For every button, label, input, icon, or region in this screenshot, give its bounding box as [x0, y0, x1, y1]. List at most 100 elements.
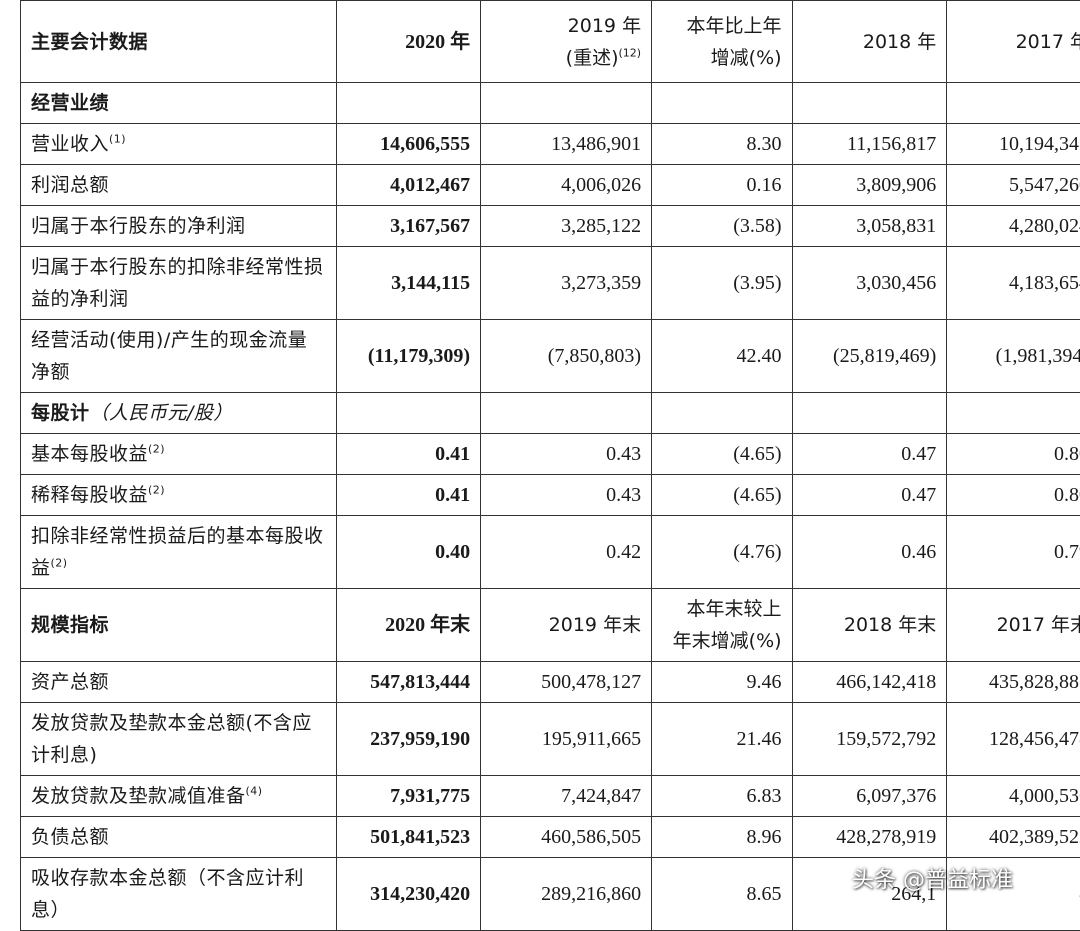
header-2019: 2019 年 (重述)(12)	[481, 1, 652, 83]
value-2020-text: (11,179,309)	[368, 345, 470, 367]
value-2017: 0.80	[947, 434, 1080, 475]
row-label-text: 吸收存款本金总额（不含应计利息）	[31, 867, 304, 921]
value-2017: 435,828,887	[947, 662, 1080, 703]
value-2017-text: 4,000,536	[1009, 785, 1080, 807]
value-2017-text: 0.80	[1054, 443, 1080, 465]
value-2018-text: 0.47	[901, 484, 936, 506]
header-2019-year: 2019 年	[491, 10, 641, 42]
row-label-text: 归属于本行股东的扣除非经常性损益的净利润	[31, 256, 324, 310]
value-2019: 0.43	[481, 434, 652, 475]
value-2017: 10,194,343	[947, 124, 1080, 165]
header-change: 本年比上年 增减(%)	[652, 1, 792, 83]
value-change: 21.46	[652, 703, 792, 776]
row-label-text: 发放贷款及垫款本金总额(不含应计利息)	[31, 712, 312, 766]
value-2018: 3,058,831	[792, 206, 947, 247]
value-change-text: (3.58)	[733, 215, 781, 237]
section-ops-row: 经营业绩	[21, 83, 1080, 124]
value-2018: (25,819,469)	[792, 320, 947, 393]
value-2019-text: 13,486,901	[551, 133, 641, 155]
value-change-text: 21.46	[737, 728, 782, 750]
row-label: 发放贷款及垫款本金总额(不含应计利息)	[21, 703, 337, 776]
table-row: 基本每股收益(2)0.410.43(4.65)0.470.80	[21, 434, 1080, 475]
value-2017-text: 10,194,343	[999, 133, 1080, 155]
value-2019: 3,285,122	[481, 206, 652, 247]
value-2017-text: 4,183,654	[1009, 272, 1080, 294]
value-2019-text: (7,850,803)	[548, 345, 641, 367]
value-2020-text: 3,144,115	[391, 272, 470, 294]
value-2017: 402,389,522	[947, 817, 1080, 858]
value-2020: 3,167,567	[336, 206, 481, 247]
scale-header-label: 规模指标	[21, 589, 337, 662]
row-label: 吸收存款本金总额（不含应计利息）	[21, 858, 337, 931]
value-2020: 0.41	[336, 475, 481, 516]
header-2018: 2018 年	[792, 1, 947, 83]
value-2020-text: 547,813,444	[370, 671, 470, 693]
section-eps-title: 每股计（人民币元/股）	[21, 393, 337, 434]
watermark: 头条 @普益标准	[852, 862, 1013, 894]
scale-header-change: 本年末较上 年末增减(%)	[652, 589, 792, 662]
section-eps-label: 每股计	[31, 402, 90, 424]
row-label: 稀释每股收益(2)	[21, 475, 337, 516]
row-label-text: 营业收入	[31, 133, 109, 155]
table-row: 归属于本行股东的扣除非经常性损益的净利润 3,144,115 3,273,359 (3…	[21, 247, 1080, 320]
value-change-text: 6.83	[747, 785, 782, 807]
value-2019-text: 289,216,860	[541, 883, 641, 905]
value-change: 42.40	[652, 320, 792, 393]
row-label: 经营活动(使用)/产生的现金流量净额	[21, 320, 337, 393]
value-2018-text: 0.47	[901, 443, 936, 465]
value-2019: 0.43	[481, 475, 652, 516]
value-change: 8.30	[652, 124, 792, 165]
row-label: 利润总额	[21, 165, 337, 206]
value-2017: 128,456,478	[947, 703, 1080, 776]
footnote-ref: (2)	[148, 443, 165, 456]
value-2017-text: 0.80	[1054, 484, 1080, 506]
value-change: (3.95)	[652, 247, 792, 320]
section-eps-row: 每股计（人民币元/股）	[21, 393, 1080, 434]
value-change: 8.65	[652, 858, 792, 931]
value-2017: (1,981,394)	[947, 320, 1080, 393]
value-change: 9.46	[652, 662, 792, 703]
scale-header-2017: 2017 年末	[947, 589, 1080, 662]
value-2017: 4,000,536	[947, 776, 1080, 817]
row-label: 资产总额	[21, 662, 337, 703]
value-2020: 547,813,444	[336, 662, 481, 703]
value-2019-text: 460,586,505	[541, 826, 641, 848]
value-2019-text: 0.43	[606, 484, 641, 506]
value-2019-text: 0.42	[606, 541, 641, 563]
value-2020-text: 0.40	[435, 541, 470, 563]
header-row: 主要会计数据 2020 年 2019 年 (重述)(12) 本年比上年 增减(%…	[21, 1, 1080, 83]
value-2020: 0.40	[336, 516, 481, 589]
value-change: 6.83	[652, 776, 792, 817]
table-row: 经营活动(使用)/产生的现金流量净额 (11,179,309) (7,850,803…	[21, 320, 1080, 393]
value-2018-text: 11,156,817	[847, 133, 936, 155]
header-2020: 2020 年	[336, 1, 481, 83]
value-change-text: (4.65)	[733, 484, 781, 506]
value-2018-text: 6,097,376	[856, 785, 936, 807]
row-label-text: 扣除非经常性损益后的基本每股收益	[31, 525, 324, 579]
value-2017-text: 0.79	[1054, 541, 1080, 563]
value-2018: 159,572,792	[792, 703, 947, 776]
value-2017-text: 435,828,887	[989, 671, 1080, 693]
value-2020: 237,959,190	[336, 703, 481, 776]
value-change-text: (3.95)	[733, 272, 781, 294]
table-row: 稀释每股收益(2)0.41 0.43 (4.65) 0.47 0.80	[21, 475, 1080, 516]
value-2017-text: 4,280,024	[1009, 215, 1080, 237]
value-2018: 3,030,456	[792, 247, 947, 320]
header-2019-restated: (重述)	[566, 47, 619, 69]
value-2018: 0.47	[792, 434, 947, 475]
value-2017-text: (1,981,394)	[996, 345, 1080, 367]
value-2019-text: 4,006,026	[561, 174, 641, 196]
row-label: 营业收入(1)	[21, 124, 337, 165]
value-change-text: 0.16	[747, 174, 782, 196]
value-2018-text: 3,809,906	[856, 174, 936, 196]
value-2019: 7,424,847	[481, 776, 652, 817]
value-2019: 3,273,359	[481, 247, 652, 320]
